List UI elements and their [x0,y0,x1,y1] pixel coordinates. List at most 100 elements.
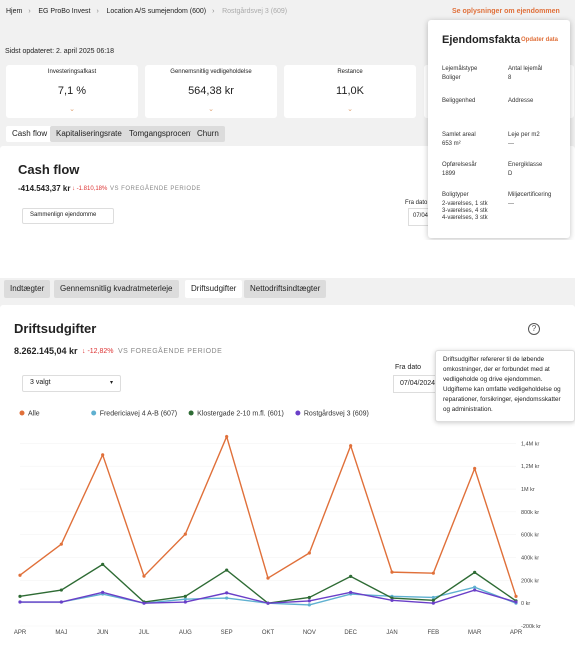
date-label: Fra dato [405,200,428,206]
tab[interactable]: Cash flow [6,126,54,142]
data-point [514,594,518,598]
select[interactable] [22,208,114,224]
card-title: Driftsudgifter [14,321,97,336]
x-tick-label: SEP [221,630,233,636]
data-point [266,576,270,580]
kpi-card[interactable]: Investeringsafkast 7,1 % ⌄ [6,65,138,118]
data-point [473,585,477,589]
data-point [473,466,477,471]
y-tick-label: 1,4M kr [521,441,540,447]
data-point [18,600,22,604]
facts-title: Ejendomsfakta [442,34,521,46]
kpi-label: Investeringsafkast [47,69,97,75]
data-point [59,542,63,546]
y-tick-label: 1,2M kr [521,464,540,470]
tab[interactable]: Tomgangsprocent [123,126,199,142]
x-tick-label: JUL [139,630,150,636]
fact-label: Opførelsesår [442,162,477,168]
data-point [431,595,435,600]
date-label: Fra dato [395,364,422,371]
data-point [514,600,518,604]
kpi-card[interactable]: Restance 11,0K ⌄ [284,65,416,118]
data-point [431,571,435,575]
fact-label: Boligtyper [442,192,469,198]
fact-value: 4-værelses, 3 stk [442,215,488,221]
tab[interactable]: Kapitaliseringsrate [50,126,128,142]
x-tick-label: FEB [427,630,439,636]
tab[interactable]: Driftsudgifter [185,280,243,298]
legend-marker [295,410,301,416]
tab[interactable]: Indtægter [4,280,51,298]
tab[interactable]: Nettodriftsindtægter [244,280,327,298]
data-point [18,573,22,577]
fact-label: Miljøcertificering [508,192,552,198]
data-point [473,570,477,574]
kpi-value: 564,38 kr [188,85,234,97]
legend-label: Rostgårdsvej 3 (609) [304,410,369,418]
chevron: ⌄ [69,106,75,113]
fact-value: D [508,171,513,177]
legend-label: Alle [28,411,40,418]
y-tick-label: 200k kr [521,578,539,584]
data-point [18,594,22,598]
data-point [225,591,229,595]
data-point [59,588,63,592]
tooltip: Driftsudgifter refererer til de løbende … [435,350,575,422]
kpi-value: 11,0K [336,85,364,97]
header-link[interactable]: Se oplysninger om ejendommen [452,8,560,15]
data-point [390,598,394,602]
series-line [19,434,517,597]
data-point [101,453,105,457]
fact-label: Antal lejemål [508,66,543,72]
legend-marker [19,410,25,416]
fact-value: --- [508,141,514,147]
facts-action[interactable]: Opdater data [521,37,559,43]
breadcrumb-item: Hjem [6,8,23,15]
fact-value: 2-værelses, 1 stk [442,201,488,207]
fact-value: 3-værelses, 4 stk [442,208,488,214]
series-line [20,589,517,604]
fact-value: --- [508,201,514,207]
data-point [307,599,311,603]
help-icon[interactable]: ? [528,323,540,335]
y-tick-label: 400k kr [521,556,539,562]
tab[interactable]: Gennemsnitlig kvadratmeterleje [54,280,179,298]
tab[interactable]: Churn [191,126,225,142]
chevron: ▾ [110,380,114,386]
fact-value: Boliger [442,75,461,81]
series-line [19,563,517,604]
data-point [266,601,270,605]
x-tick-label: AUG [179,630,192,636]
breadcrumb-item: Location A/S sumejendom (600) [106,8,207,15]
x-tick-label: MAR [468,630,482,636]
data-point [390,596,394,600]
kpi-label: Restance [337,69,363,75]
y-tick-label: 1M kr [521,487,535,493]
fact-label: Energiklasse [508,162,543,168]
data-point [349,444,353,448]
data-point [225,596,229,600]
data-point [307,603,311,607]
data-point [142,574,146,578]
x-tick-label: APR [510,630,523,636]
data-point [183,597,187,601]
bottom-section: Driftsudgifter ? 8.262.145,04 kr ↓ -12,8… [0,278,575,662]
kpi-label: Gennemsnitlig vedligeholdelse [170,69,252,75]
fact-label: Beliggenhed [442,98,476,104]
data-point [473,588,477,592]
data-point [307,551,311,555]
data-point [101,562,105,566]
data-point [142,601,146,605]
x-tick-label: MAJ [55,630,67,636]
kpi-value: 7,1 % [57,85,87,97]
data-point [225,434,229,439]
data-point [59,600,63,604]
change: ↓ -12,82% [82,348,114,355]
kpi-card[interactable]: Gennemsnitlig vedligeholdelse 564,38 kr ⌄ [145,65,277,118]
card-title: Cash flow [18,162,80,177]
data-point [101,590,105,594]
legend-marker [91,410,97,416]
legend-label: Fredericiavej 4 A-B (607) [100,411,177,418]
select[interactable] [22,375,121,392]
